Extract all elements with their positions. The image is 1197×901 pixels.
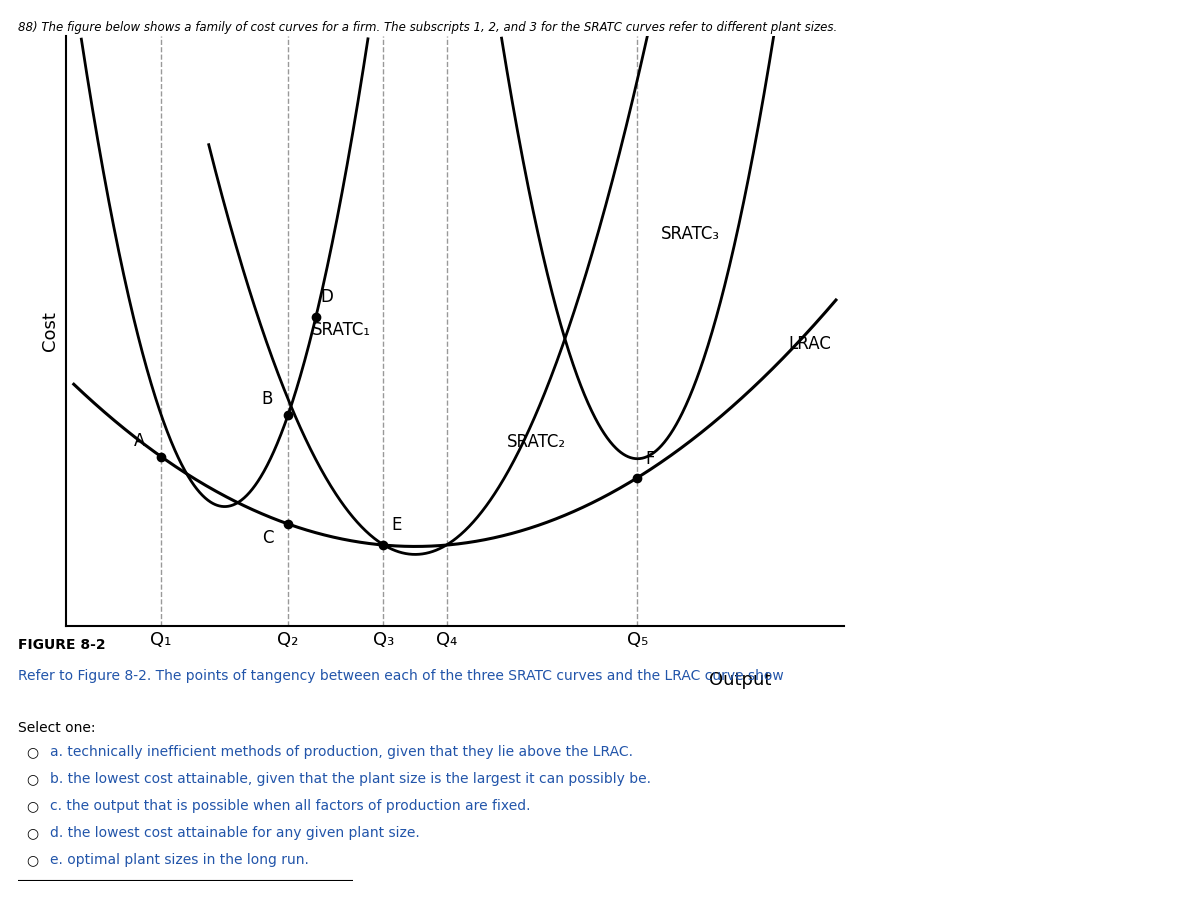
Text: A: A bbox=[134, 432, 145, 450]
Text: SRATC₁: SRATC₁ bbox=[312, 321, 371, 339]
Text: F: F bbox=[645, 450, 655, 469]
Text: Refer to Figure 8-2. The points of tangency between each of the three SRATC curv: Refer to Figure 8-2. The points of tange… bbox=[18, 669, 784, 683]
Y-axis label: Cost: Cost bbox=[41, 311, 59, 351]
Text: 88) The figure below shows a family of cost curves for a firm. The subscripts 1,: 88) The figure below shows a family of c… bbox=[18, 21, 837, 33]
Text: FIGURE 8-2: FIGURE 8-2 bbox=[18, 638, 105, 652]
Text: b. the lowest cost attainable, given that the plant size is the largest it can p: b. the lowest cost attainable, given tha… bbox=[50, 772, 651, 787]
Text: c. the output that is possible when all factors of production are fixed.: c. the output that is possible when all … bbox=[50, 799, 530, 814]
Text: C: C bbox=[262, 529, 274, 547]
Text: ○: ○ bbox=[26, 745, 38, 760]
Text: ○: ○ bbox=[26, 826, 38, 841]
Text: LRAC: LRAC bbox=[789, 335, 831, 353]
Text: a. technically inefficient methods of production, given that they lie above the : a. technically inefficient methods of pr… bbox=[50, 745, 633, 760]
Text: e. optimal plant sizes in the long run.: e. optimal plant sizes in the long run. bbox=[50, 853, 309, 868]
Text: B: B bbox=[261, 390, 272, 408]
Text: SRATC₃: SRATC₃ bbox=[661, 225, 721, 243]
Text: ○: ○ bbox=[26, 772, 38, 787]
Text: Output: Output bbox=[710, 671, 772, 689]
Text: E: E bbox=[391, 516, 402, 534]
Text: D: D bbox=[320, 287, 333, 305]
Text: d. the lowest cost attainable for any given plant size.: d. the lowest cost attainable for any gi… bbox=[50, 826, 420, 841]
Text: SRATC₂: SRATC₂ bbox=[506, 432, 566, 450]
Text: ○: ○ bbox=[26, 799, 38, 814]
Text: Select one:: Select one: bbox=[18, 721, 96, 735]
Text: ○: ○ bbox=[26, 853, 38, 868]
